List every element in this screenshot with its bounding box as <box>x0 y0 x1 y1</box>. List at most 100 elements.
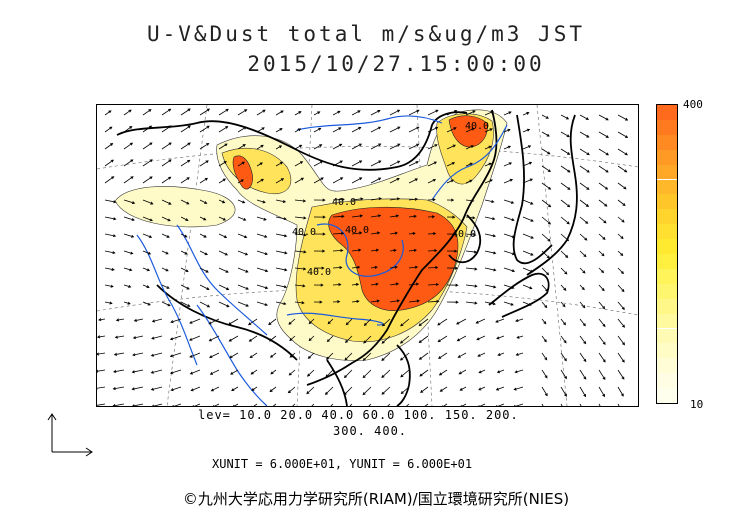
wind-arrow <box>199 250 208 256</box>
wind-arrow <box>313 232 326 236</box>
wind-arrow <box>199 216 207 221</box>
wind-arrow <box>351 231 363 235</box>
wind-arrow <box>503 199 515 204</box>
wind-arrow <box>484 162 492 167</box>
wind-arrow <box>275 233 288 238</box>
wind-arrow <box>446 266 459 270</box>
wind-arrow <box>351 160 363 167</box>
wind-arrow <box>249 352 258 359</box>
wind-arrow <box>180 216 189 221</box>
reference-vector-icon <box>47 413 93 457</box>
wind-arrow <box>465 162 473 167</box>
wind-arrow <box>408 231 416 236</box>
wind-arrow <box>115 318 125 322</box>
wind-arrow <box>313 160 324 167</box>
wind-arrow <box>132 352 144 357</box>
wind-arrow <box>288 369 296 376</box>
wind-arrow <box>294 177 305 184</box>
colorbar-segment <box>657 358 677 374</box>
wind-arrow <box>513 403 524 406</box>
wind-arrow <box>294 199 307 203</box>
wind-arrow <box>541 284 549 292</box>
wind-arrow <box>294 233 307 237</box>
wind-arrow <box>169 369 182 375</box>
wind-arrow <box>522 199 534 205</box>
wind-arrow <box>308 335 315 342</box>
wind-arrow <box>351 214 364 218</box>
wind-arrow <box>560 250 569 258</box>
wind-arrow <box>142 159 153 167</box>
wind-arrow <box>313 127 322 133</box>
wind-arrow <box>237 199 246 204</box>
wind-arrow <box>180 301 191 307</box>
wind-arrow <box>439 386 448 392</box>
wind-arrow <box>497 352 505 356</box>
wind-arrow <box>189 335 201 341</box>
wind-arrow <box>275 178 285 184</box>
wind-arrow <box>541 182 552 190</box>
wind-arrow <box>495 386 505 391</box>
wind-arrow <box>541 386 548 397</box>
wind-arrow <box>598 182 609 190</box>
wind-arrow <box>617 352 625 363</box>
wind-arrow <box>306 386 315 395</box>
wind-arrow <box>123 267 133 272</box>
wind-arrow <box>294 284 306 288</box>
wind-arrow <box>399 335 410 344</box>
wind-arrow <box>617 267 624 275</box>
wind-arrow <box>522 128 531 133</box>
wind-arrow <box>326 335 334 343</box>
wind-arrow <box>503 178 514 184</box>
wind-arrow <box>465 250 478 254</box>
wind-arrow <box>161 284 170 289</box>
wind-arrow <box>560 165 571 173</box>
wind-arrow <box>332 283 342 287</box>
wind-arrow <box>418 352 429 360</box>
colorbar-segment <box>657 224 677 240</box>
wind-arrow <box>598 335 606 345</box>
wind-arrow <box>114 335 125 339</box>
wind-arrow <box>180 284 190 290</box>
wind-arrow <box>237 109 248 116</box>
wind-arrow <box>484 128 493 133</box>
wind-arrow <box>541 114 549 119</box>
wind-arrow <box>161 199 172 205</box>
wind-arrow <box>313 111 321 116</box>
colorbar-segment <box>657 343 677 359</box>
wind-arrow <box>370 299 380 303</box>
wind-arrow <box>503 111 512 116</box>
wind-arrow <box>389 109 401 116</box>
wind-arrow <box>104 301 113 305</box>
contour-label: 40.0 <box>465 121 489 132</box>
colorbar-segment <box>657 283 677 299</box>
wind-arrow <box>289 335 296 342</box>
colorbar <box>656 104 678 404</box>
wind-arrow <box>516 335 524 339</box>
wind-arrow <box>142 142 153 150</box>
wind-arrow <box>560 182 571 190</box>
wind-arrow <box>381 318 391 327</box>
wind-arrow <box>275 145 283 150</box>
wind-arrow <box>446 127 457 133</box>
colorbar-segment <box>657 313 677 329</box>
wind-arrow <box>308 318 315 325</box>
map-title: U-V&Dust total m/s&ug/m3 JST <box>146 22 585 46</box>
wind-arrow <box>381 335 391 344</box>
wind-arrow <box>269 352 277 358</box>
wind-arrow <box>180 250 188 255</box>
wind-arrow <box>180 108 191 116</box>
wind-arrow <box>418 335 429 343</box>
wind-arrow <box>142 176 153 184</box>
wind-arrow <box>514 369 524 374</box>
wind-arrow <box>132 335 144 340</box>
wind-arrow <box>294 267 307 271</box>
wind-arrow <box>104 176 115 184</box>
wind-arrow <box>218 161 227 167</box>
wind-arrow <box>477 352 486 357</box>
wind-arrow <box>598 165 609 173</box>
wind-arrow <box>541 318 547 325</box>
wind-arrow <box>256 127 265 133</box>
wind-arrow <box>237 284 249 290</box>
wind-arrow <box>150 386 163 391</box>
wind-arrow <box>484 233 497 238</box>
